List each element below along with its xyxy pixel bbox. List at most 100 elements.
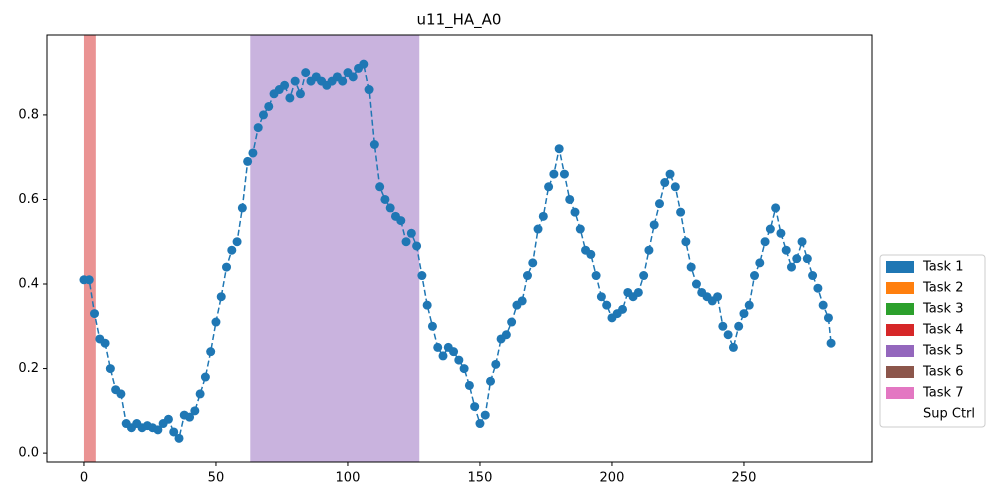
y-tick-label: 0.4 (18, 277, 39, 292)
point (222, 262, 232, 272)
point (501, 330, 511, 340)
point (602, 300, 612, 310)
point (470, 402, 480, 412)
chart-title: u11_HA_A0 (417, 11, 502, 30)
point (396, 216, 406, 226)
point (285, 93, 295, 103)
point (486, 376, 496, 386)
legend-swatch (886, 345, 914, 357)
point (528, 258, 538, 268)
point (781, 245, 791, 255)
point (728, 342, 738, 352)
point (591, 271, 601, 281)
task-span (250, 35, 420, 462)
point (665, 169, 675, 179)
point (216, 292, 226, 302)
point (776, 228, 786, 238)
y-tick-label: 0.0 (18, 446, 39, 461)
point (348, 72, 358, 82)
point (771, 203, 781, 213)
point (660, 178, 670, 188)
point (818, 300, 828, 310)
x-tick-label: 150 (468, 471, 493, 486)
point (449, 347, 459, 357)
x-tick-label: 0 (80, 471, 88, 486)
point (475, 419, 485, 429)
legend-label: Task 3 (922, 302, 963, 317)
y-tick-label: 0.6 (18, 192, 39, 207)
legend-label: Task 2 (922, 281, 963, 296)
point (549, 169, 559, 179)
point (243, 156, 253, 166)
point (406, 228, 416, 238)
point (507, 317, 517, 327)
legend-label: Sup Ctrl (923, 407, 975, 422)
series-line (83, 62, 832, 440)
point (808, 271, 818, 281)
point (765, 224, 775, 234)
point (760, 237, 770, 247)
legend-swatch (886, 366, 914, 378)
point (237, 203, 247, 213)
legend-label: Task 1 (922, 260, 963, 275)
point (195, 389, 205, 399)
point (823, 313, 833, 323)
point (258, 110, 268, 120)
legend-box (879, 254, 986, 428)
task-span (83, 35, 96, 462)
point (380, 194, 390, 204)
point (375, 182, 385, 192)
point (433, 342, 443, 352)
point (84, 275, 94, 285)
legend-label: Task 6 (922, 365, 963, 380)
point (654, 199, 664, 209)
point (232, 237, 242, 247)
point (739, 309, 749, 319)
legend-swatch (886, 303, 914, 315)
point (480, 410, 490, 420)
point (681, 237, 691, 247)
point (633, 287, 643, 297)
point (163, 414, 173, 424)
point (100, 338, 110, 348)
point (559, 169, 569, 179)
point (586, 249, 596, 259)
point (618, 304, 628, 314)
point (412, 241, 422, 251)
point (554, 144, 564, 154)
legend-label: Task 7 (922, 386, 963, 401)
point (718, 321, 728, 331)
point (533, 224, 543, 234)
point (644, 245, 654, 255)
y-tick-label: 0.2 (18, 361, 39, 376)
point (290, 76, 300, 86)
point (105, 364, 115, 374)
point (750, 271, 760, 281)
x-tick-label: 100 (336, 471, 361, 486)
legend-swatch (886, 324, 914, 336)
point (211, 317, 221, 327)
point (538, 211, 548, 221)
point (517, 296, 527, 306)
legend-swatch (886, 282, 914, 294)
legend-swatch (886, 261, 914, 273)
point (116, 389, 126, 399)
point (464, 380, 474, 390)
point (185, 412, 195, 422)
point (713, 292, 723, 302)
point (438, 351, 448, 361)
point (427, 321, 437, 331)
point (670, 182, 680, 192)
point (676, 207, 686, 217)
point (422, 300, 432, 310)
point (200, 372, 210, 382)
plot-frame (46, 34, 873, 463)
point (755, 258, 765, 268)
point (459, 364, 469, 374)
point (802, 254, 812, 264)
point (248, 148, 258, 158)
point (491, 359, 501, 369)
point (565, 194, 575, 204)
point (174, 433, 184, 443)
